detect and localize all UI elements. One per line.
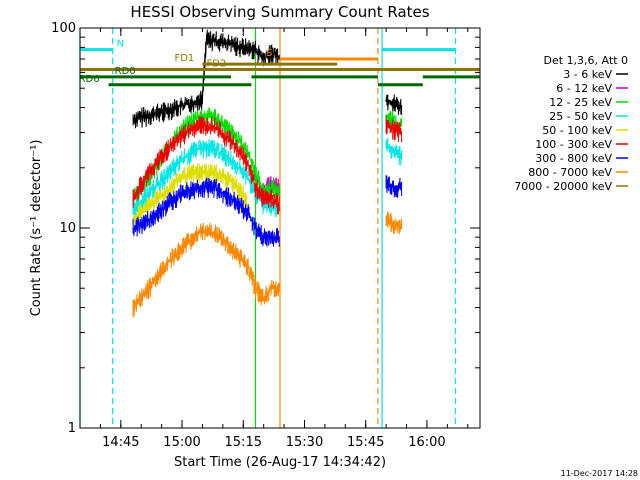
legend-entry-7: 800 - 7000 keV [528, 166, 612, 179]
series-3-segment-0 [132, 138, 280, 221]
chart-title: HESSI Observing Summary Count Rates [130, 3, 429, 21]
series-4-segment-0 [132, 163, 247, 227]
series-5-segment-1 [385, 116, 403, 143]
x-tick-label-1: 15:00 [163, 435, 200, 450]
series-5-segment-0 [132, 116, 280, 215]
series-7-segment-0 [132, 222, 280, 318]
legend-entry-2: 12 - 25 keV [549, 96, 612, 109]
legend-entry-5: 100 - 300 keV [535, 138, 612, 151]
series-6-segment-0 [132, 177, 280, 247]
x-tick-label-3: 15:30 [286, 435, 323, 450]
x-tick-label-0: 14:45 [102, 435, 139, 450]
x-tick-label-5: 16:00 [408, 435, 445, 450]
flag-n-label: N [117, 39, 124, 50]
series-7-segment-1 [385, 210, 403, 235]
legend-entry-3: 25 - 50 keV [549, 110, 612, 123]
series-0-segment-0 [132, 29, 280, 129]
flag-s-label: S [266, 48, 272, 59]
y-tick-label-1: 10 [59, 221, 76, 236]
legend-title: Det 1,3,6, Att 0 [544, 54, 628, 67]
flag-fd1-label: FD1 [174, 53, 194, 64]
series-3-segment-1 [385, 137, 403, 166]
x-tick-label-4: 15:45 [347, 435, 384, 450]
flag-rd0-label: RD0 [115, 66, 136, 77]
y-tick-label-2: 100 [51, 21, 76, 36]
legend-entry-8: 7000 - 20000 keV [514, 180, 612, 193]
flag-rd6-label: RD6 [79, 74, 100, 85]
y-axis-label: Count Rate (s⁻¹ detector⁻¹) [29, 140, 44, 317]
x-tick-label-2: 15:15 [225, 435, 262, 450]
legend-entry-4: 50 - 100 keV [542, 124, 612, 137]
x-axis-label: Start Time (26-Aug-17 14:34:42) [174, 455, 386, 470]
series-0-segment-1 [385, 94, 403, 116]
timestamp: 11-Dec-2017 14:28 [561, 469, 638, 478]
legend-entry-6: 300 - 800 keV [535, 152, 612, 165]
legend-entry-1: 6 - 12 keV [556, 82, 612, 95]
series-6-segment-1 [385, 175, 403, 198]
flag-fd2-label: FD2 [206, 59, 226, 70]
y-tick-label-0: 1 [68, 421, 76, 436]
legend-entry-0: 3 - 6 keV [563, 68, 612, 81]
